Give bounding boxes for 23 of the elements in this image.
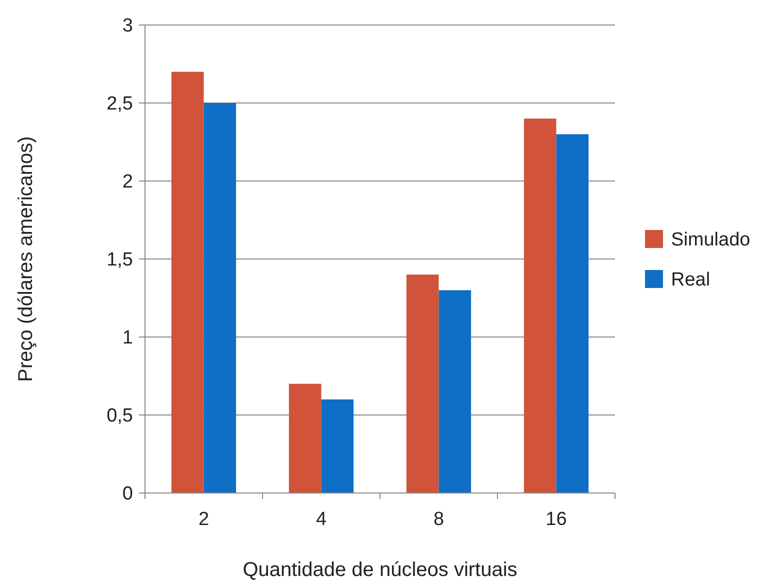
- y-tick-label: 1: [122, 328, 133, 349]
- y-tick-label: 2,5: [106, 94, 133, 115]
- legend-label: Simulado: [671, 230, 750, 251]
- bar: [438, 290, 472, 493]
- bar: [524, 118, 556, 493]
- bar: [406, 274, 439, 493]
- y-tick-label: 0: [122, 484, 133, 505]
- x-tick-label: 8: [433, 509, 444, 530]
- y-tick-label: 2: [122, 172, 133, 193]
- x-tick-label: 4: [316, 509, 327, 530]
- bar: [321, 399, 354, 493]
- y-axis-title: Preço (dólares americanos): [15, 136, 37, 382]
- legend-label: Real: [671, 270, 710, 291]
- bar: [288, 384, 322, 493]
- x-tick-label: 16: [546, 509, 567, 530]
- y-tick-label: 0,5: [106, 406, 133, 427]
- y-tick-label: 1,5: [106, 250, 133, 271]
- bar: [556, 134, 589, 493]
- x-tick-label: 2: [198, 509, 210, 530]
- x-axis-title: Quantidade de núcleos virtuais: [242, 559, 518, 581]
- bar: [171, 72, 204, 493]
- y-tick-label: 3: [122, 16, 133, 37]
- bar: [204, 103, 236, 493]
